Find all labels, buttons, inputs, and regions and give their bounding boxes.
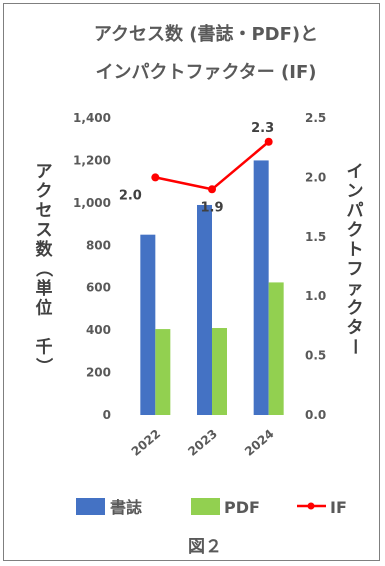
axis-title-char: 単 [36, 278, 53, 299]
left-tick-label: 1,000 [73, 196, 111, 210]
left-axis-ticks: 0 200 400 600 800 1,000 1,200 1,400 [73, 111, 111, 422]
axis-title-char: ） [33, 358, 54, 375]
bars [140, 160, 284, 415]
if-data-label-2023: 1.9 [200, 200, 223, 215]
axis-title-char: フ [347, 260, 364, 280]
legend-label-shoshi: 書誌 [110, 498, 142, 517]
if-line: 2.0 1.9 2.3 [119, 121, 274, 216]
legend-swatch-shoshi [76, 498, 105, 515]
bar-pdf-2023 [212, 328, 227, 415]
if-point-2022 [151, 173, 160, 182]
left-tick-label: 1,400 [73, 111, 111, 125]
axis-title-char: ク [347, 221, 364, 241]
axis-title-char: ー [344, 338, 364, 355]
axis-title-char: ン [347, 182, 364, 202]
bar-shoshi-2024 [253, 160, 269, 415]
bar-pdf-2024 [268, 282, 284, 415]
legend-swatch-if-marker [307, 502, 315, 510]
legend: 書誌 PDF IF [76, 498, 347, 517]
x-tick-label: 2022 [129, 427, 164, 459]
if-point-2023 [208, 185, 216, 194]
axis-title-char: 千 [36, 338, 53, 358]
bar-shoshi-2022 [140, 234, 156, 415]
axis-title-char: （ [33, 260, 54, 277]
left-tick-label: 600 [86, 281, 111, 295]
left-tick-label: 1,200 [73, 153, 111, 167]
axis-title-char: ト [347, 240, 364, 260]
if-point-2024 [264, 137, 273, 146]
axis-title-char: ァ [347, 279, 364, 299]
right-tick-label: 0.0 [305, 408, 326, 422]
right-axis-ticks: 0.0 0.5 1.0 1.5 2.0 2.5 [305, 111, 326, 422]
x-axis-ticks: 2022 2023 2024 [129, 427, 277, 459]
legend-label-if: IF [330, 498, 347, 517]
bar-pdf-2022 [155, 329, 171, 415]
left-axis-title: アクセス数（単位 千） [33, 162, 54, 375]
right-axis-title: インパクトファクター [344, 162, 364, 355]
if-polyline [155, 140, 270, 191]
if-data-label-2024: 2.3 [251, 121, 274, 136]
axis-title-char: セ [36, 201, 53, 221]
axis-title-char: イ [347, 162, 364, 182]
chart-title-line2: インパクトファクター (IF) [96, 62, 317, 83]
x-tick-label: 2024 [242, 427, 277, 459]
legend-label-pdf: PDF [224, 498, 260, 517]
axis-title-char: ク [36, 182, 53, 202]
right-tick-label: 0.5 [305, 349, 326, 363]
axis-title-char: ク [347, 299, 364, 319]
axis-title-char: ス [36, 221, 53, 241]
axis-title-char: 数 [36, 239, 54, 260]
left-tick-label: 0 [103, 408, 111, 422]
legend-swatch-pdf [191, 498, 220, 515]
chart-title-line1: アクセス数 (書誌・PDF)と [94, 23, 318, 45]
left-tick-label: 200 [86, 366, 111, 380]
axis-title-char: 位 [36, 298, 53, 319]
right-tick-label: 1.5 [305, 230, 326, 244]
left-tick-label: 400 [86, 323, 111, 337]
if-data-label-2022: 2.0 [119, 188, 142, 203]
chart-frame [3, 3, 380, 561]
figure-caption: 図２ [188, 537, 222, 557]
right-tick-label: 2.0 [305, 170, 326, 184]
bar-shoshi-2023 [197, 204, 212, 415]
axis-title-char: タ [347, 318, 364, 338]
x-tick-label: 2023 [185, 427, 220, 459]
right-tick-label: 2.5 [305, 111, 326, 125]
axis-title-char: ア [36, 162, 53, 182]
axis-title-char: パ [347, 201, 364, 221]
right-tick-label: 1.0 [305, 289, 326, 303]
left-tick-label: 800 [86, 238, 111, 252]
